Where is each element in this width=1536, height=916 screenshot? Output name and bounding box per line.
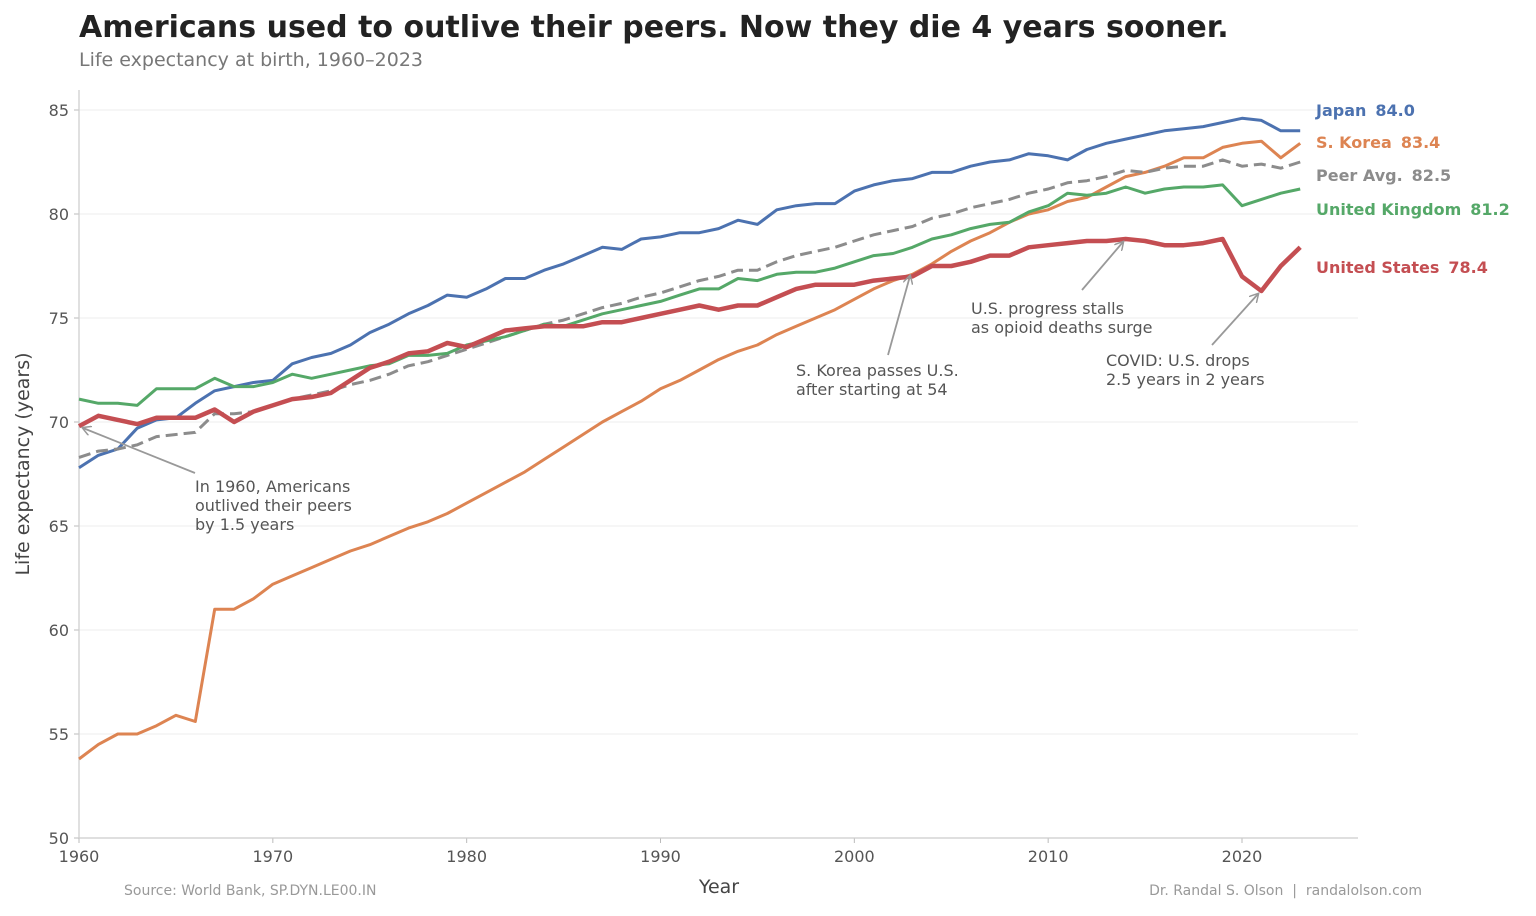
series-name: United States (1316, 258, 1439, 277)
series-name: United Kingdom (1316, 200, 1461, 219)
y-tick-label: 80 (49, 205, 69, 224)
annotation-text: outlived their peers (195, 496, 352, 515)
series-name: S. Korea (1316, 133, 1392, 152)
annotation-text: by 1.5 years (195, 515, 294, 534)
y-tick-label: 75 (49, 309, 69, 328)
series-line-united-kingdom (78, 183, 1301, 407)
y-axis-label: Life expectancy (years) (12, 352, 34, 575)
series-line-japan (78, 116, 1301, 470)
series-lines (77, 116, 1302, 761)
series-end-label: Japan 84.0 (1315, 101, 1415, 120)
annotation-arrow (887, 276, 910, 356)
series-end-value: 81.2 (1470, 200, 1509, 219)
gridlines (79, 109, 1358, 735)
series-end-label: United States 78.4 (1316, 258, 1488, 277)
chart-subtitle: Life expectancy at birth, 1960–2023 (79, 49, 423, 71)
y-tick-label: 65 (49, 517, 69, 536)
series-end-labels: Japan 84.0 S. Korea 83.4 Peer Avg. 82.5 United… (1315, 101, 1510, 277)
annotation-text: after starting at 54 (796, 380, 948, 399)
x-tick-label: 2000 (834, 847, 875, 866)
x-tick-label: 2010 (1028, 847, 1069, 866)
annotation-arrow (1211, 294, 1258, 346)
series-end-value: 84.0 (1375, 101, 1414, 120)
x-tick-label: 1980 (446, 847, 487, 866)
annotation-arrow (1081, 242, 1123, 291)
y-tick-label: 70 (49, 413, 69, 432)
y-tick-label: 85 (49, 101, 69, 120)
credit-note: Dr. Randal S. Olson | randalolson.com (1149, 883, 1422, 899)
annotation-text: 2.5 years in 2 years (1106, 370, 1265, 389)
series-end-value: 83.4 (1401, 133, 1440, 152)
annotation-arrow (83, 428, 196, 474)
x-axis-label: Year (698, 876, 739, 898)
series-name: Peer Avg. (1316, 166, 1403, 185)
series-line-s-korea (78, 139, 1302, 761)
y-tick-label: 50 (49, 829, 69, 848)
series-line-united-states (77, 236, 1302, 429)
y-tick-label: 60 (49, 621, 69, 640)
series-end-label: S. Korea 83.4 (1316, 133, 1440, 152)
x-tick-label: 1970 (252, 847, 293, 866)
annotation-text: In 1960, Americans (195, 477, 350, 496)
annotation-text: COVID: U.S. drops (1106, 351, 1250, 370)
x-tick-label: 2020 (1222, 847, 1263, 866)
series-end-value: 78.4 (1448, 258, 1487, 277)
chart-title: Americans used to outlive their peers. N… (79, 10, 1229, 45)
x-tick-label: 1990 (640, 847, 681, 866)
series-end-label: Peer Avg. 82.5 (1316, 166, 1451, 185)
source-note: Source: World Bank, SP.DYN.LE00.IN (124, 883, 377, 899)
axes: 50 55 60 65 70 75 80 85 1960 1970 1980 1990 2000 2010… (49, 90, 1358, 866)
series-end-label: United Kingdom 81.2 (1316, 200, 1510, 219)
series-name: Japan (1315, 101, 1366, 120)
x-tick-label: 1960 (59, 847, 100, 866)
annotation-text: U.S. progress stalls (971, 299, 1124, 318)
series-end-value: 82.5 (1412, 166, 1451, 185)
y-tick-label: 55 (49, 725, 69, 744)
annotation-text: S. Korea passes U.S. (796, 361, 959, 380)
annotation-text: as opioid deaths surge (971, 318, 1153, 337)
